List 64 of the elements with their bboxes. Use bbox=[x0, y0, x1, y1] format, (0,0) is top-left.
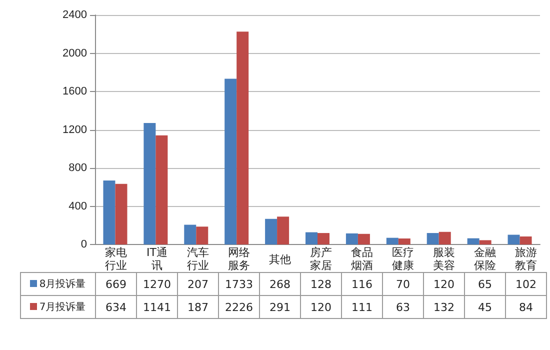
bar bbox=[386, 238, 398, 244]
data-label: 116 bbox=[342, 272, 382, 296]
legend-label: 7月投诉量 bbox=[20, 296, 96, 318]
data-label: 111 bbox=[342, 296, 382, 318]
x-tick-label: 旅游教育 bbox=[514, 246, 538, 272]
bar bbox=[196, 226, 208, 244]
bar bbox=[508, 234, 520, 244]
data-label: 207 bbox=[178, 272, 218, 296]
data-label: 2226 bbox=[218, 296, 260, 318]
bar bbox=[520, 236, 532, 244]
x-tick-label: 网络服务 bbox=[227, 246, 251, 272]
bar bbox=[265, 218, 278, 244]
bar bbox=[156, 135, 168, 244]
x-tick-label: 服装美容 bbox=[432, 246, 456, 272]
bar bbox=[479, 240, 492, 244]
data-label: 132 bbox=[424, 296, 464, 318]
y-tick-label: 400 bbox=[68, 200, 87, 212]
bar bbox=[277, 216, 290, 244]
x-tick-label: 医疗健康 bbox=[391, 246, 415, 272]
data-label: 634 bbox=[96, 296, 136, 318]
data-label: 63 bbox=[382, 296, 424, 318]
y-tick-label: 1200 bbox=[62, 124, 87, 136]
x-tick-label: 房产家居 bbox=[309, 246, 333, 272]
data-label: 65 bbox=[464, 272, 506, 296]
bar bbox=[103, 180, 116, 244]
data-label: 70 bbox=[382, 272, 424, 296]
data-label: 45 bbox=[464, 296, 506, 318]
legend-label: 8月投诉量 bbox=[20, 272, 96, 296]
data-label: 1141 bbox=[136, 296, 178, 318]
bar bbox=[144, 123, 156, 244]
data-label: 120 bbox=[424, 272, 464, 296]
y-tick-label: 800 bbox=[68, 162, 87, 174]
bar bbox=[318, 233, 330, 244]
data-label: 268 bbox=[260, 272, 300, 296]
bar bbox=[115, 184, 128, 244]
data-label: 1733 bbox=[218, 272, 260, 296]
bar bbox=[224, 78, 237, 244]
bar bbox=[398, 238, 410, 244]
data-label: 187 bbox=[178, 296, 218, 318]
x-tick-label: 家电行业 bbox=[104, 246, 128, 272]
x-tick-label: 食品烟酒 bbox=[350, 246, 374, 272]
bar bbox=[306, 232, 318, 244]
data-label: 669 bbox=[96, 272, 136, 296]
x-tick-label: IT通讯 bbox=[146, 246, 168, 272]
bar bbox=[438, 232, 451, 244]
data-label: 84 bbox=[506, 296, 546, 318]
data-label: 1270 bbox=[136, 272, 178, 296]
x-tick-label: 其他 bbox=[268, 252, 292, 266]
bar bbox=[236, 32, 249, 244]
data-label: 120 bbox=[300, 296, 342, 318]
bar bbox=[346, 233, 358, 244]
bar bbox=[426, 233, 439, 244]
x-tick-label: 金融保险 bbox=[473, 246, 497, 272]
data-label: 291 bbox=[260, 296, 300, 318]
y-tick-label: 1600 bbox=[62, 86, 87, 98]
y-tick-label: 2000 bbox=[62, 47, 87, 60]
bar bbox=[184, 224, 196, 244]
data-label: 128 bbox=[300, 272, 342, 296]
x-tick-label: 汽车行业 bbox=[186, 246, 210, 272]
data-label: 102 bbox=[506, 272, 546, 296]
bar bbox=[467, 238, 480, 244]
bar bbox=[358, 234, 370, 244]
y-tick-label: 2400 bbox=[62, 9, 87, 21]
y-tick-label: 0 bbox=[80, 238, 87, 250]
